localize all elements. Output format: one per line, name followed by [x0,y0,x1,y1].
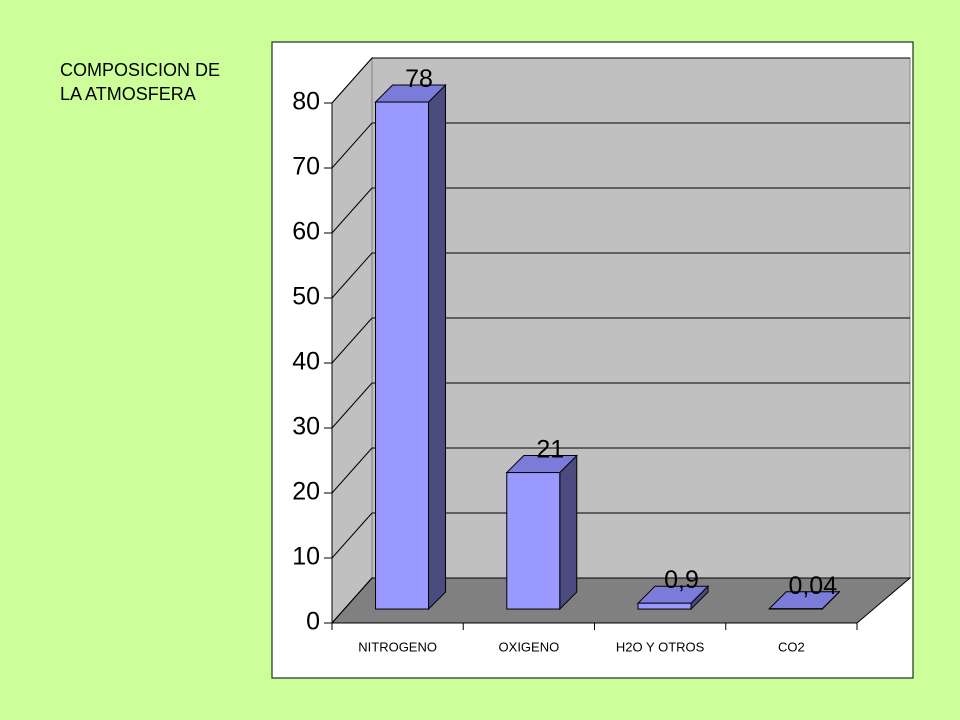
grid-line [331,317,373,364]
grid-line [331,447,373,494]
x-tick-label: CO2 [778,639,805,654]
y-tick-label: 40 [292,348,320,376]
grid-line [331,252,373,299]
chart-title: COMPOSICION DE LA ATMOSFERA [60,60,221,104]
x-tick-label: H2O Y OTROS [616,639,705,654]
bar [506,472,561,610]
value-label: 0,04 [788,572,837,600]
y-tick-label: 60 [292,218,320,246]
grid-line [331,57,373,104]
value-label: 78 [405,65,433,93]
bar [637,602,692,610]
y-tick-label: 20 [292,478,320,506]
value-label: 21 [536,436,564,464]
y-tick-label: 50 [292,283,320,311]
grid-line [331,187,373,234]
y-tick-label: 10 [292,543,320,571]
grid-line [331,122,373,169]
y-tick-label: 80 [292,88,320,116]
x-tick-label: NITROGENO [358,639,437,654]
value-label: 0,9 [664,566,699,594]
bar [375,101,430,610]
grid-line [331,512,373,559]
y-tick-label: 30 [292,413,320,441]
x-tick-label: OXIGENO [499,639,560,654]
grid-line [331,577,373,624]
y-tick-label: 0 [306,608,320,636]
bar-side [428,83,447,611]
y-tick-label: 70 [292,153,320,181]
grid-line [331,382,373,429]
bar-side [559,454,578,611]
